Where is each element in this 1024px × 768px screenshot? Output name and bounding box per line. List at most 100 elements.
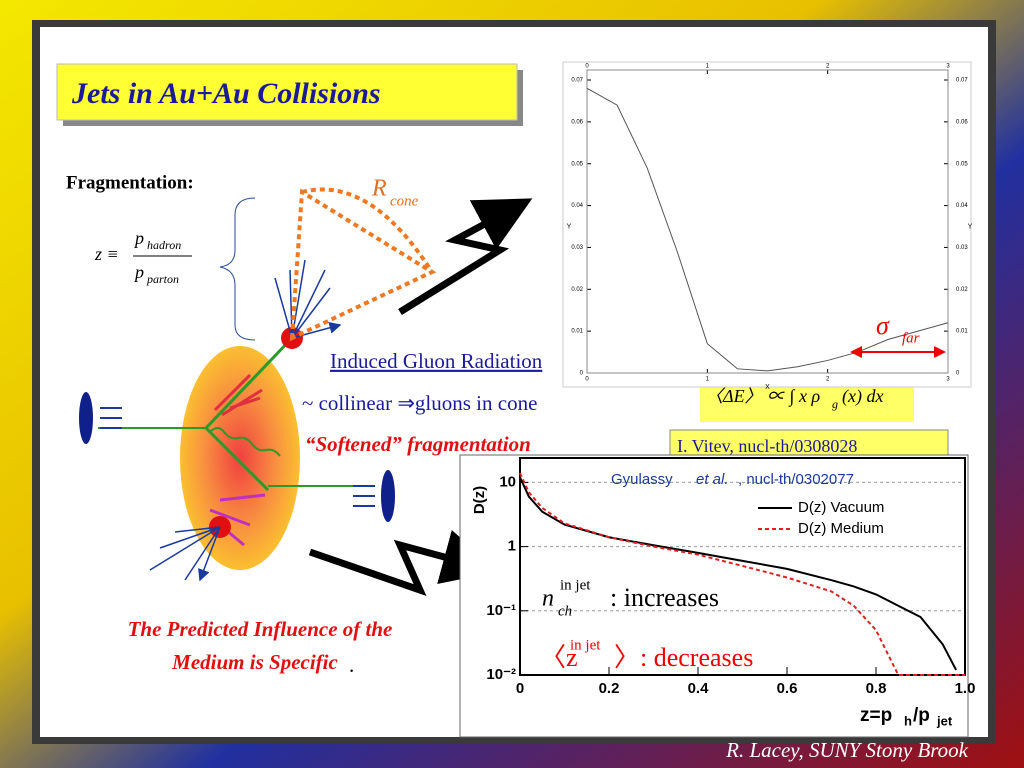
x-tick-label: 0 xyxy=(585,64,589,70)
x-tick-label: 0 xyxy=(585,377,589,383)
x-axis-label: X xyxy=(765,384,770,391)
y-tick-label: 1 xyxy=(508,538,516,555)
zigzag-arrow xyxy=(308,530,499,596)
series-line xyxy=(586,87,949,372)
y-axis-label: Y xyxy=(567,223,572,230)
formula: p xyxy=(133,228,144,248)
annotation: in jet xyxy=(560,577,591,593)
annotation: far xyxy=(902,330,920,346)
annotation: n xyxy=(542,586,554,612)
y-tick-label: 0 xyxy=(580,371,584,377)
cone-label: R xyxy=(371,176,387,202)
cone xyxy=(289,187,437,342)
chart-panel xyxy=(562,61,972,388)
bullet: “Softened” fragmentation xyxy=(305,432,531,456)
annotation: ch xyxy=(558,603,572,619)
plot-frame xyxy=(586,69,949,374)
legend-label: D(z) Vacuum xyxy=(798,499,884,516)
energy-formula: g xyxy=(832,397,838,411)
y-tick-label: 0.05 xyxy=(956,161,968,167)
x-tick-label: 3 xyxy=(946,377,950,383)
bullet: ~ collinear ⇒gluons in cone xyxy=(302,391,537,415)
annotation: in jet xyxy=(570,637,601,653)
series-line xyxy=(519,472,965,676)
series-line xyxy=(519,476,957,671)
y-tick-label: 0.06 xyxy=(571,119,583,125)
x-tick-label: 0.8 xyxy=(866,680,887,697)
x-axis-label: z=p xyxy=(860,705,892,726)
formula: z ≡ xyxy=(94,244,119,264)
x-tick-label: 0.4 xyxy=(688,680,710,697)
formula: p xyxy=(133,262,144,282)
conclusion: . xyxy=(349,653,354,677)
x-tick-label: 0.2 xyxy=(599,680,620,697)
annotation: 〈z xyxy=(540,643,578,672)
y-tick-label: 0.07 xyxy=(571,78,583,84)
formula: parton xyxy=(146,272,179,286)
zigzag-arrow xyxy=(398,198,533,315)
gluon xyxy=(209,427,281,457)
x-tick-label: 1.0 xyxy=(955,680,976,697)
x-axis-label: h xyxy=(904,713,912,728)
hadrons xyxy=(274,259,340,339)
x-tick-label: 2 xyxy=(826,377,830,383)
y-tick-label: 0 xyxy=(956,371,960,377)
nucleus xyxy=(79,392,93,444)
conclusion: Medium is Specific xyxy=(171,650,338,674)
reference: I. Vitev, nucl-th/0308028 xyxy=(677,436,857,456)
y-tick-label: 10 xyxy=(499,473,516,490)
y-tick-label: 0.01 xyxy=(571,329,583,335)
chart: 0 00.01 0.010.02 0.020.03 0.030.04 0.040.05 0.… xyxy=(562,61,973,391)
legend-label: D(z) Medium xyxy=(798,520,884,537)
hadrons xyxy=(149,526,221,580)
medium xyxy=(180,346,300,570)
label: Fragmentation: xyxy=(66,172,194,193)
formula: hadron xyxy=(147,238,181,252)
subtitle: Gyulassy xyxy=(611,471,673,488)
subtitle: et al. xyxy=(696,471,729,488)
y-tick-label: 0.04 xyxy=(956,203,968,209)
chart: 10⁻² 10⁻¹ 1 10 0 0.2 0.4 0.6 0.8 1.0 Gyulassy et a… xyxy=(459,454,976,738)
y-tick-label: 0.03 xyxy=(956,245,968,251)
y-tick-label: 10⁻¹ xyxy=(486,602,516,619)
y-axis-label: D(z) xyxy=(471,486,488,514)
x-tick-label: 0.6 xyxy=(777,680,798,697)
x-tick-label: 3 xyxy=(946,64,950,70)
conclusion: The Predicted Influence of the xyxy=(128,617,393,641)
y-tick-label: 0.03 xyxy=(571,245,583,251)
brace xyxy=(219,197,256,341)
beams xyxy=(100,407,375,507)
footer: R. Lacey, SUNY Stony Brook xyxy=(725,738,969,762)
x-tick-label: 2 xyxy=(826,64,830,70)
title-box xyxy=(56,63,518,121)
cone-label: cone xyxy=(390,193,419,209)
y-tick-label: 0.02 xyxy=(956,287,968,293)
energy-formula: (x) dx xyxy=(842,386,883,407)
formula-box xyxy=(700,382,914,422)
energy-formula: 〈ΔE〉 ∝ ∫ x ρ xyxy=(705,386,820,407)
y-tick-label: 0.06 xyxy=(956,119,968,125)
parton xyxy=(204,336,294,430)
bullet: Induced Gluon Radiation xyxy=(330,349,543,373)
chart-panel xyxy=(459,454,969,738)
parton xyxy=(204,426,270,492)
nucleus xyxy=(381,470,395,522)
y-tick-label: 0.04 xyxy=(571,203,583,209)
x-tick-label: 1 xyxy=(706,377,710,383)
y-tick-label: 0.07 xyxy=(956,78,968,84)
annotation: σ xyxy=(876,311,890,340)
y-tick-label: 0.01 xyxy=(956,329,968,335)
x-axis-label: /p xyxy=(913,705,930,726)
x-axis-label: jet xyxy=(936,713,953,728)
title: Jets in Au+Au Collisions xyxy=(71,77,381,110)
subtitle: , nucl-th/0302077 xyxy=(738,471,854,488)
x-tick-label: 0 xyxy=(516,680,524,697)
plot-frame xyxy=(519,457,966,676)
y-tick-label: 0.05 xyxy=(571,161,583,167)
x-tick-label: 1 xyxy=(706,64,710,70)
annotation: : increases xyxy=(610,583,719,612)
annotation: 〉: decreases xyxy=(614,643,753,672)
gluons xyxy=(213,373,263,417)
